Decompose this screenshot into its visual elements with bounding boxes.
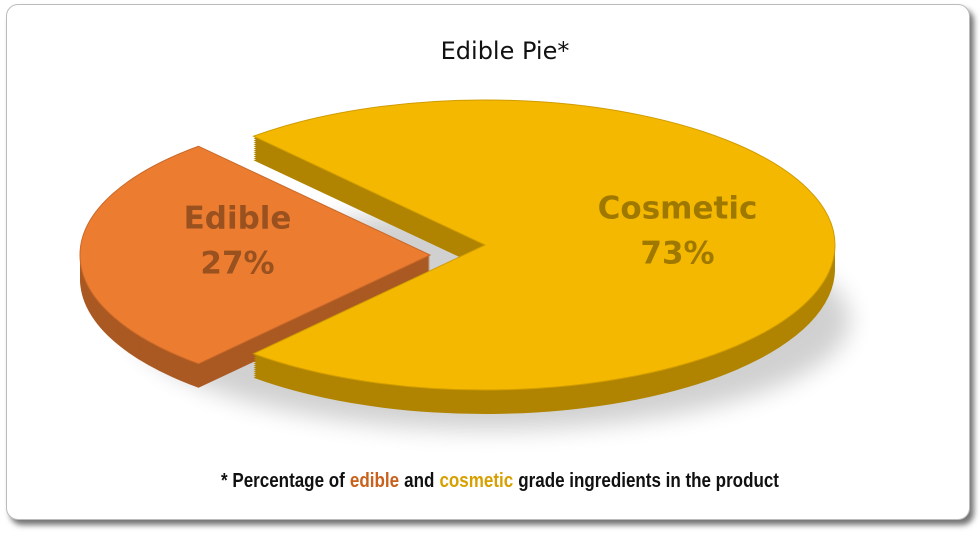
footnote-text: cosmetic <box>439 470 514 492</box>
pie-slice <box>252 99 836 391</box>
slice-label: Edible <box>184 201 292 237</box>
footnote: * Percentage of edible and cosmetic grade in… <box>75 470 925 493</box>
footnote-text: * Percentage of <box>221 470 345 492</box>
footnote-text: and <box>404 470 435 492</box>
value-label: 73% <box>640 236 714 272</box>
slice-label: Cosmetic <box>598 191 758 227</box>
chart-title: Edible Pie* <box>441 37 570 65</box>
footnote-text: edible <box>349 470 400 492</box>
value-label: 27% <box>200 246 274 282</box>
pie-slice <box>79 145 432 365</box>
footnote-text: grade ingredients in the product <box>518 470 779 492</box>
